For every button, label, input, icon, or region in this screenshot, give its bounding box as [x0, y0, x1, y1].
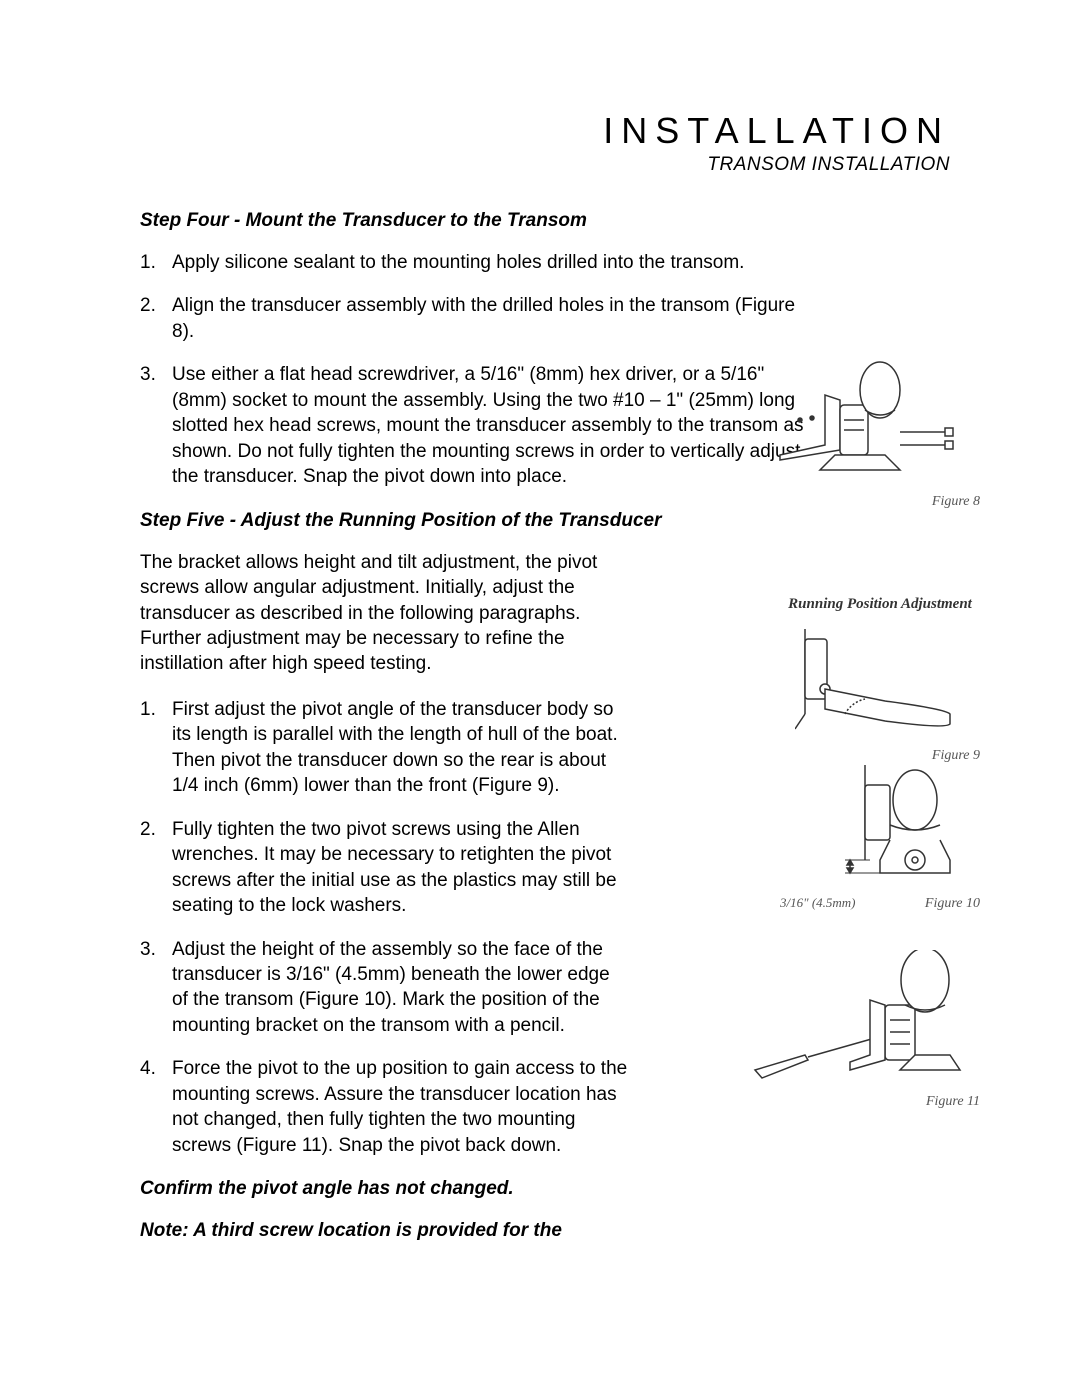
list-item: First adjust the pivot angle of the tran…: [140, 697, 630, 799]
document-header: INSTALLATION TRANSOM INSTALLATION: [140, 110, 950, 176]
step4-heading: Step Four - Mount the Transducer to the …: [140, 210, 950, 232]
figure-8: Figure 8: [770, 360, 980, 510]
list-item: Use either a flat head screwdriver, a 5/…: [140, 362, 820, 489]
confirm-note: Confirm the pivot angle has not changed.: [140, 1178, 950, 1200]
list-item-text: Use either a flat head screwdriver, a 5/…: [172, 364, 804, 487]
figure-9-title: Running Position Adjustment: [780, 595, 980, 613]
step5-intro: The bracket allows height and tilt adjus…: [140, 550, 630, 677]
list-item: Adjust the height of the assembly so the…: [140, 937, 630, 1039]
figure-11-caption: Figure 11: [750, 1094, 980, 1110]
third-screw-note: Note: A third screw location is provided…: [140, 1220, 950, 1242]
figure-9-block: Running Position Adjustment Figure 9: [780, 595, 980, 764]
step5-heading: Step Five - Adjust the Running Position …: [140, 510, 950, 532]
figure-10-illustration: [820, 765, 980, 895]
list-item: Fully tighten the two pivot screws using…: [140, 817, 630, 919]
figure-11-illustration: [750, 950, 980, 1090]
list-item: Apply silicone sealant to the mounting h…: [140, 250, 820, 275]
figure-11-block: Figure 11: [750, 950, 980, 1110]
figure-9-illustration: [795, 619, 965, 744]
content-body: Step Four - Mount the Transducer to the …: [140, 210, 950, 1242]
document-title: INSTALLATION: [140, 110, 950, 152]
figure-8-illustration: [770, 360, 980, 490]
figure-9-caption: Figure 9: [780, 748, 980, 764]
figure-10-dimension: 3/16" (4.5mm): [780, 895, 856, 911]
figure-10-caption: Figure 10: [925, 896, 980, 912]
list-item: Force the pivot to the up position to ga…: [140, 1056, 630, 1158]
list-item: Align the transducer assembly with the d…: [140, 293, 820, 344]
figure-10-block: 3/16" (4.5mm) Figure 10: [780, 765, 980, 912]
document-subtitle: TRANSOM INSTALLATION: [140, 154, 950, 176]
figure-8-caption: Figure 8: [770, 494, 980, 510]
